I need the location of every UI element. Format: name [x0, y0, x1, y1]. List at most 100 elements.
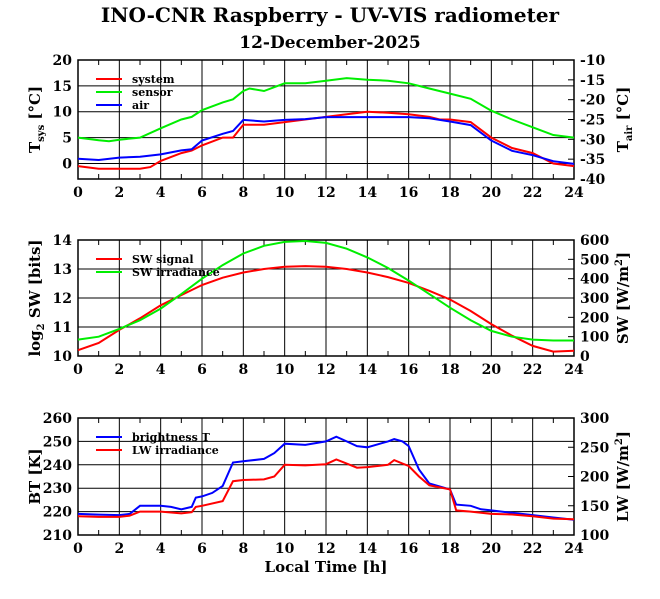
y-right-tick-label: 100: [580, 528, 609, 544]
series-line-sw-irradiance: [77, 239, 574, 342]
legend-label: SW signal: [132, 253, 194, 266]
x-tick-label: 24: [564, 362, 584, 378]
x-tick-label: 24: [564, 541, 584, 557]
y-right-tick-label: 200: [580, 470, 609, 486]
x-tick-label: 2: [114, 362, 124, 378]
x-tick-label: 14: [358, 185, 378, 201]
y-left-tick-label: 230: [43, 481, 72, 497]
y-left-tick-label: 11: [53, 320, 72, 336]
y-right-tick-label: 200: [580, 310, 609, 326]
y-left-tick-label: 10: [53, 105, 73, 121]
y-left-axis-label: BT [K]: [26, 448, 44, 504]
chart-subtitle: 12-December-2025: [239, 33, 420, 53]
legend-label: LW irradiance: [132, 444, 219, 457]
y-left-axis-label: log2 SW [bits]: [26, 239, 47, 356]
y-left-tick-label: 15: [53, 79, 72, 95]
y-left-tick-label: 5: [62, 131, 72, 147]
y-right-tick-label: 150: [580, 499, 609, 515]
x-tick-label: 22: [523, 541, 542, 557]
x-tick-label: 14: [358, 541, 378, 557]
y-right-tick-label: 0: [580, 349, 590, 365]
x-tick-label: 18: [440, 541, 459, 557]
legend-label: SW irradiance: [132, 266, 220, 279]
y-left-tick-label: 260: [43, 411, 72, 427]
y-left-tick-label: 10: [53, 349, 73, 365]
x-tick-label: 18: [440, 362, 459, 378]
y-left-tick-label: 13: [53, 262, 72, 278]
x-tick-label: 12: [316, 185, 335, 201]
x-tick-label: 6: [197, 185, 207, 201]
y-right-tick-label: -15: [580, 73, 605, 89]
legend-label: system: [132, 73, 175, 86]
y-left-tick-label: 14: [53, 233, 73, 249]
y-left-tick-label: 220: [43, 505, 72, 521]
series-line-air: [77, 116, 575, 165]
series-line-sensor: [77, 77, 575, 143]
y-right-tick-label: 400: [580, 272, 609, 288]
plot-frame: [77, 417, 575, 536]
x-tick-label: 22: [523, 185, 542, 201]
x-tick-label: 18: [440, 185, 459, 201]
panel-1: 0 2 4 6 8 10 12 14 16 18 20 22 2405101520-40-35-30-2…: [26, 53, 635, 201]
y-left-tick-label: 20: [53, 53, 73, 69]
x-tick-label: 6: [197, 541, 207, 557]
x-tick-label: 0: [73, 541, 83, 557]
x-tick-label: 4: [156, 541, 166, 557]
x-tick-label: 10: [275, 362, 295, 378]
y-right-tick-label: -10: [580, 53, 606, 69]
y-left-tick-label: 12: [53, 291, 72, 307]
y-left-tick-label: 240: [43, 458, 72, 474]
y-right-tick-label: -20: [580, 93, 606, 109]
x-tick-label: 2: [114, 185, 124, 201]
y-right-tick-label: -25: [580, 113, 605, 129]
legend-label: air: [132, 99, 149, 112]
x-tick-label: 4: [156, 185, 166, 201]
series-line-sw-signal: [77, 265, 575, 353]
x-tick-label: 8: [238, 185, 248, 201]
x-tick-label: 24: [564, 185, 584, 201]
x-tick-label: 8: [238, 362, 248, 378]
panel-2: 0 2 4 6 8 10 12 14 16 18 20 22 241011121314010020030…: [26, 233, 632, 378]
y-right-tick-label: -35: [580, 152, 605, 168]
x-tick-label: 22: [523, 362, 542, 378]
x-tick-label: 0: [73, 185, 83, 201]
y-right-tick-label: 600: [580, 233, 609, 249]
series-line-lw-irradiance: [77, 458, 575, 521]
plot-frame: [77, 239, 575, 357]
x-tick-label: 16: [399, 362, 418, 378]
x-tick-label: 10: [275, 185, 295, 201]
x-tick-label: 16: [399, 541, 418, 557]
y-right-tick-label: -30: [580, 132, 606, 148]
x-tick-label: 4: [156, 362, 166, 378]
y-right-axis-label: SW [W/m2]: [614, 252, 632, 344]
x-tick-label: 8: [238, 541, 248, 557]
y-right-tick-label: 500: [580, 252, 609, 268]
series-line-brightness-t: [77, 435, 575, 521]
panel-3: 0 2 4 6 8 10 12 14 16 18 20 22 242102202302402502601…: [26, 411, 632, 576]
chart-title: INO-CNR Raspberry - UV-VIS radiometer: [101, 3, 560, 27]
x-tick-label: 14: [358, 362, 378, 378]
x-tick-label: 10: [275, 541, 295, 557]
y-left-axis-label: Tsys [°C]: [26, 86, 47, 153]
y-left-tick-label: 0: [62, 156, 72, 172]
x-tick-label: 0: [73, 362, 83, 378]
y-left-tick-label: 250: [43, 434, 72, 450]
plot-frame: [77, 59, 575, 180]
x-tick-label: 2: [114, 541, 124, 557]
x-tick-label: 16: [399, 185, 418, 201]
x-tick-label: 20: [482, 362, 502, 378]
legend-label: sensor: [132, 86, 173, 99]
y-right-axis-label: LW [W/m2]: [614, 431, 632, 522]
y-right-tick-label: 250: [580, 440, 609, 456]
x-tick-label: 12: [316, 541, 335, 557]
legend-label: brightness T: [132, 431, 211, 444]
y-right-tick-label: 100: [580, 330, 609, 346]
y-left-tick-label: 210: [43, 528, 72, 544]
x-tick-label: 6: [197, 362, 207, 378]
x-tick-label: 20: [482, 185, 502, 201]
y-right-tick-label: 300: [580, 411, 609, 427]
series-line-system: [77, 110, 575, 170]
x-tick-label: 20: [482, 541, 502, 557]
x-tick-label: 12: [316, 362, 335, 378]
